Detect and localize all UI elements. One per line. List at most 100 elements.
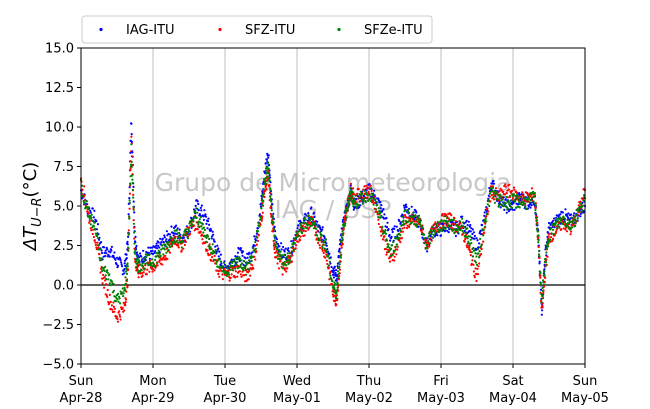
data-point	[391, 253, 394, 256]
data-point	[484, 225, 487, 228]
data-point	[491, 189, 494, 193]
data-point	[166, 246, 169, 249]
data-point	[290, 240, 293, 243]
series-SFZ-ITU	[79, 135, 587, 323]
data-point	[318, 244, 321, 247]
data-point	[145, 256, 148, 259]
data-point	[195, 207, 198, 210]
data-point	[154, 258, 157, 261]
data-point	[272, 212, 275, 215]
data-point	[579, 215, 582, 218]
data-point	[118, 297, 121, 300]
y-tick-label: −5.0	[42, 358, 74, 373]
data-point	[401, 227, 404, 230]
data-point	[160, 248, 163, 251]
data-point	[299, 222, 302, 225]
data-point	[135, 265, 138, 268]
data-point	[333, 265, 336, 268]
data-point	[469, 235, 472, 238]
data-point	[275, 247, 278, 251]
data-point	[95, 220, 98, 223]
data-point	[373, 201, 376, 204]
data-point	[239, 247, 242, 250]
data-point	[132, 196, 135, 199]
data-point	[221, 278, 224, 281]
data-point	[505, 195, 508, 199]
data-point	[456, 231, 460, 234]
data-point	[201, 223, 204, 226]
data-point	[108, 282, 111, 285]
data-point	[182, 239, 185, 242]
data-point	[213, 258, 216, 261]
data-point	[264, 182, 267, 185]
data-point	[325, 242, 328, 245]
data-point	[501, 198, 504, 201]
data-point	[543, 281, 547, 284]
data-point	[477, 252, 480, 255]
data-point	[477, 265, 480, 268]
data-point	[206, 252, 210, 255]
data-point	[469, 250, 472, 254]
data-point	[491, 186, 494, 189]
data-point	[92, 235, 95, 239]
data-point	[341, 230, 344, 233]
data-point	[430, 229, 433, 233]
data-point	[156, 247, 159, 250]
data-point	[408, 225, 411, 229]
data-point	[235, 257, 238, 260]
data-point	[273, 225, 276, 228]
data-point	[335, 291, 338, 294]
data-point	[132, 205, 135, 208]
data-point	[89, 211, 92, 214]
data-point	[570, 213, 573, 216]
data-point	[166, 257, 169, 260]
data-point	[363, 185, 366, 188]
data-point	[533, 194, 536, 197]
data-point	[384, 229, 387, 232]
data-point	[116, 317, 119, 321]
watermark-line-1: Grupo de Micrometeorologia	[155, 168, 512, 197]
data-point	[500, 189, 503, 192]
data-point	[473, 234, 476, 238]
data-point	[165, 251, 168, 254]
data-point	[102, 273, 105, 277]
data-point	[307, 228, 310, 231]
data-point	[542, 291, 545, 295]
data-point	[514, 200, 517, 203]
data-point	[214, 249, 217, 252]
x-tick-label-day: Fri	[433, 374, 449, 389]
data-point	[569, 221, 572, 224]
data-point	[349, 184, 352, 187]
data-point	[116, 264, 120, 267]
data-point	[469, 238, 472, 241]
data-point	[186, 235, 190, 238]
data-point	[273, 239, 276, 242]
data-point	[472, 246, 475, 250]
data-point	[403, 206, 406, 209]
data-point	[426, 246, 429, 249]
data-point	[336, 286, 339, 289]
data-point	[138, 259, 141, 262]
data-point	[88, 220, 91, 223]
data-point	[83, 185, 86, 188]
data-point	[218, 275, 221, 278]
data-point	[382, 238, 385, 241]
data-point	[513, 188, 516, 191]
x-tick-label-date: May-03	[417, 391, 465, 406]
data-point	[239, 273, 242, 276]
data-point	[357, 187, 360, 191]
data-point	[318, 239, 321, 242]
data-point	[344, 212, 347, 215]
data-point	[385, 216, 388, 220]
data-point	[469, 230, 472, 233]
data-point	[199, 215, 202, 219]
data-point	[558, 221, 561, 224]
data-point	[277, 267, 281, 270]
data-point	[317, 241, 320, 245]
data-point	[185, 233, 188, 236]
data-point	[338, 247, 341, 250]
data-point	[130, 135, 133, 138]
data-point	[504, 202, 507, 205]
data-point	[218, 250, 221, 253]
data-point	[236, 251, 239, 254]
